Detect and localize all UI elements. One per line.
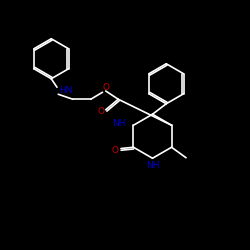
Text: NH: NH xyxy=(146,161,160,170)
Text: O: O xyxy=(98,106,105,116)
Text: O: O xyxy=(102,84,109,92)
Text: HN: HN xyxy=(60,86,73,95)
Text: NH: NH xyxy=(112,119,126,128)
Text: O: O xyxy=(111,146,118,155)
